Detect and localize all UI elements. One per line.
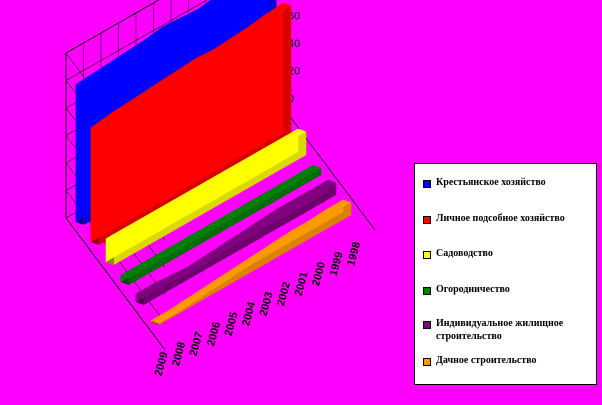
- x-tick-label-1: 2008: [170, 341, 188, 368]
- floor-edge: [275, 97, 376, 231]
- x-tick-label-9: 2000: [310, 261, 328, 288]
- legend-label-2: Садоводство: [436, 248, 493, 259]
- series-5-side-face: [150, 320, 159, 325]
- x-tick-label-7: 2002: [275, 281, 293, 308]
- series-3-back-face: [128, 168, 322, 285]
- legend-swatch-0: [423, 180, 431, 188]
- gridline-side-0: [65, 217, 166, 351]
- x-tick-label-4: 2005: [223, 311, 241, 338]
- legend-swatch-3: [423, 287, 431, 295]
- legend-swatch-1: [423, 216, 431, 224]
- x-tick-label-2: 2007: [188, 331, 206, 358]
- legend-swatch-5: [423, 358, 431, 366]
- x-tick-label-8: 2001: [293, 271, 311, 298]
- series-3-front-face: [120, 165, 314, 282]
- series-4-front-face: [135, 179, 329, 302]
- legend-swatch-2: [423, 251, 431, 259]
- legend-item-1: Личное подсобное хозяйство: [423, 212, 595, 225]
- legend-label-4: Индивидуальное жилищное строительство: [436, 318, 564, 342]
- legend-label-1: Личное подсобное хозяйство: [436, 213, 565, 224]
- legend-item-5: Дачное строительство: [423, 354, 595, 367]
- legend-label-0: Крестьянское хозяйство: [436, 177, 546, 188]
- legend-label-3: Огородничество: [436, 284, 510, 295]
- legend-item-0: Крестьянское хозяйство: [423, 176, 595, 189]
- x-tick-label-11: 1998: [345, 241, 363, 268]
- x-tick-label-3: 2006: [205, 321, 223, 348]
- x-tick-label-10: 1999: [328, 251, 346, 278]
- series-2-front-face: [105, 128, 299, 262]
- legend: Крестьянское хозяйство Личное подсобное …: [414, 163, 597, 385]
- series-1-front-face: [90, 2, 284, 242]
- x-tick-label-5: 2004: [240, 300, 258, 328]
- series-5-front-face: [150, 199, 344, 322]
- legend-item-2: Садоводство: [423, 247, 595, 260]
- legend-item-3: Огородничество: [423, 283, 595, 296]
- x-tick-label-6: 2003: [258, 291, 276, 318]
- x-tick-label-0: 2009: [153, 351, 171, 378]
- legend-label-5: Дачное строительство: [436, 355, 537, 366]
- legend-swatch-4: [423, 321, 431, 329]
- legend-item-4: Индивидуальное жилищное строительство: [423, 317, 595, 343]
